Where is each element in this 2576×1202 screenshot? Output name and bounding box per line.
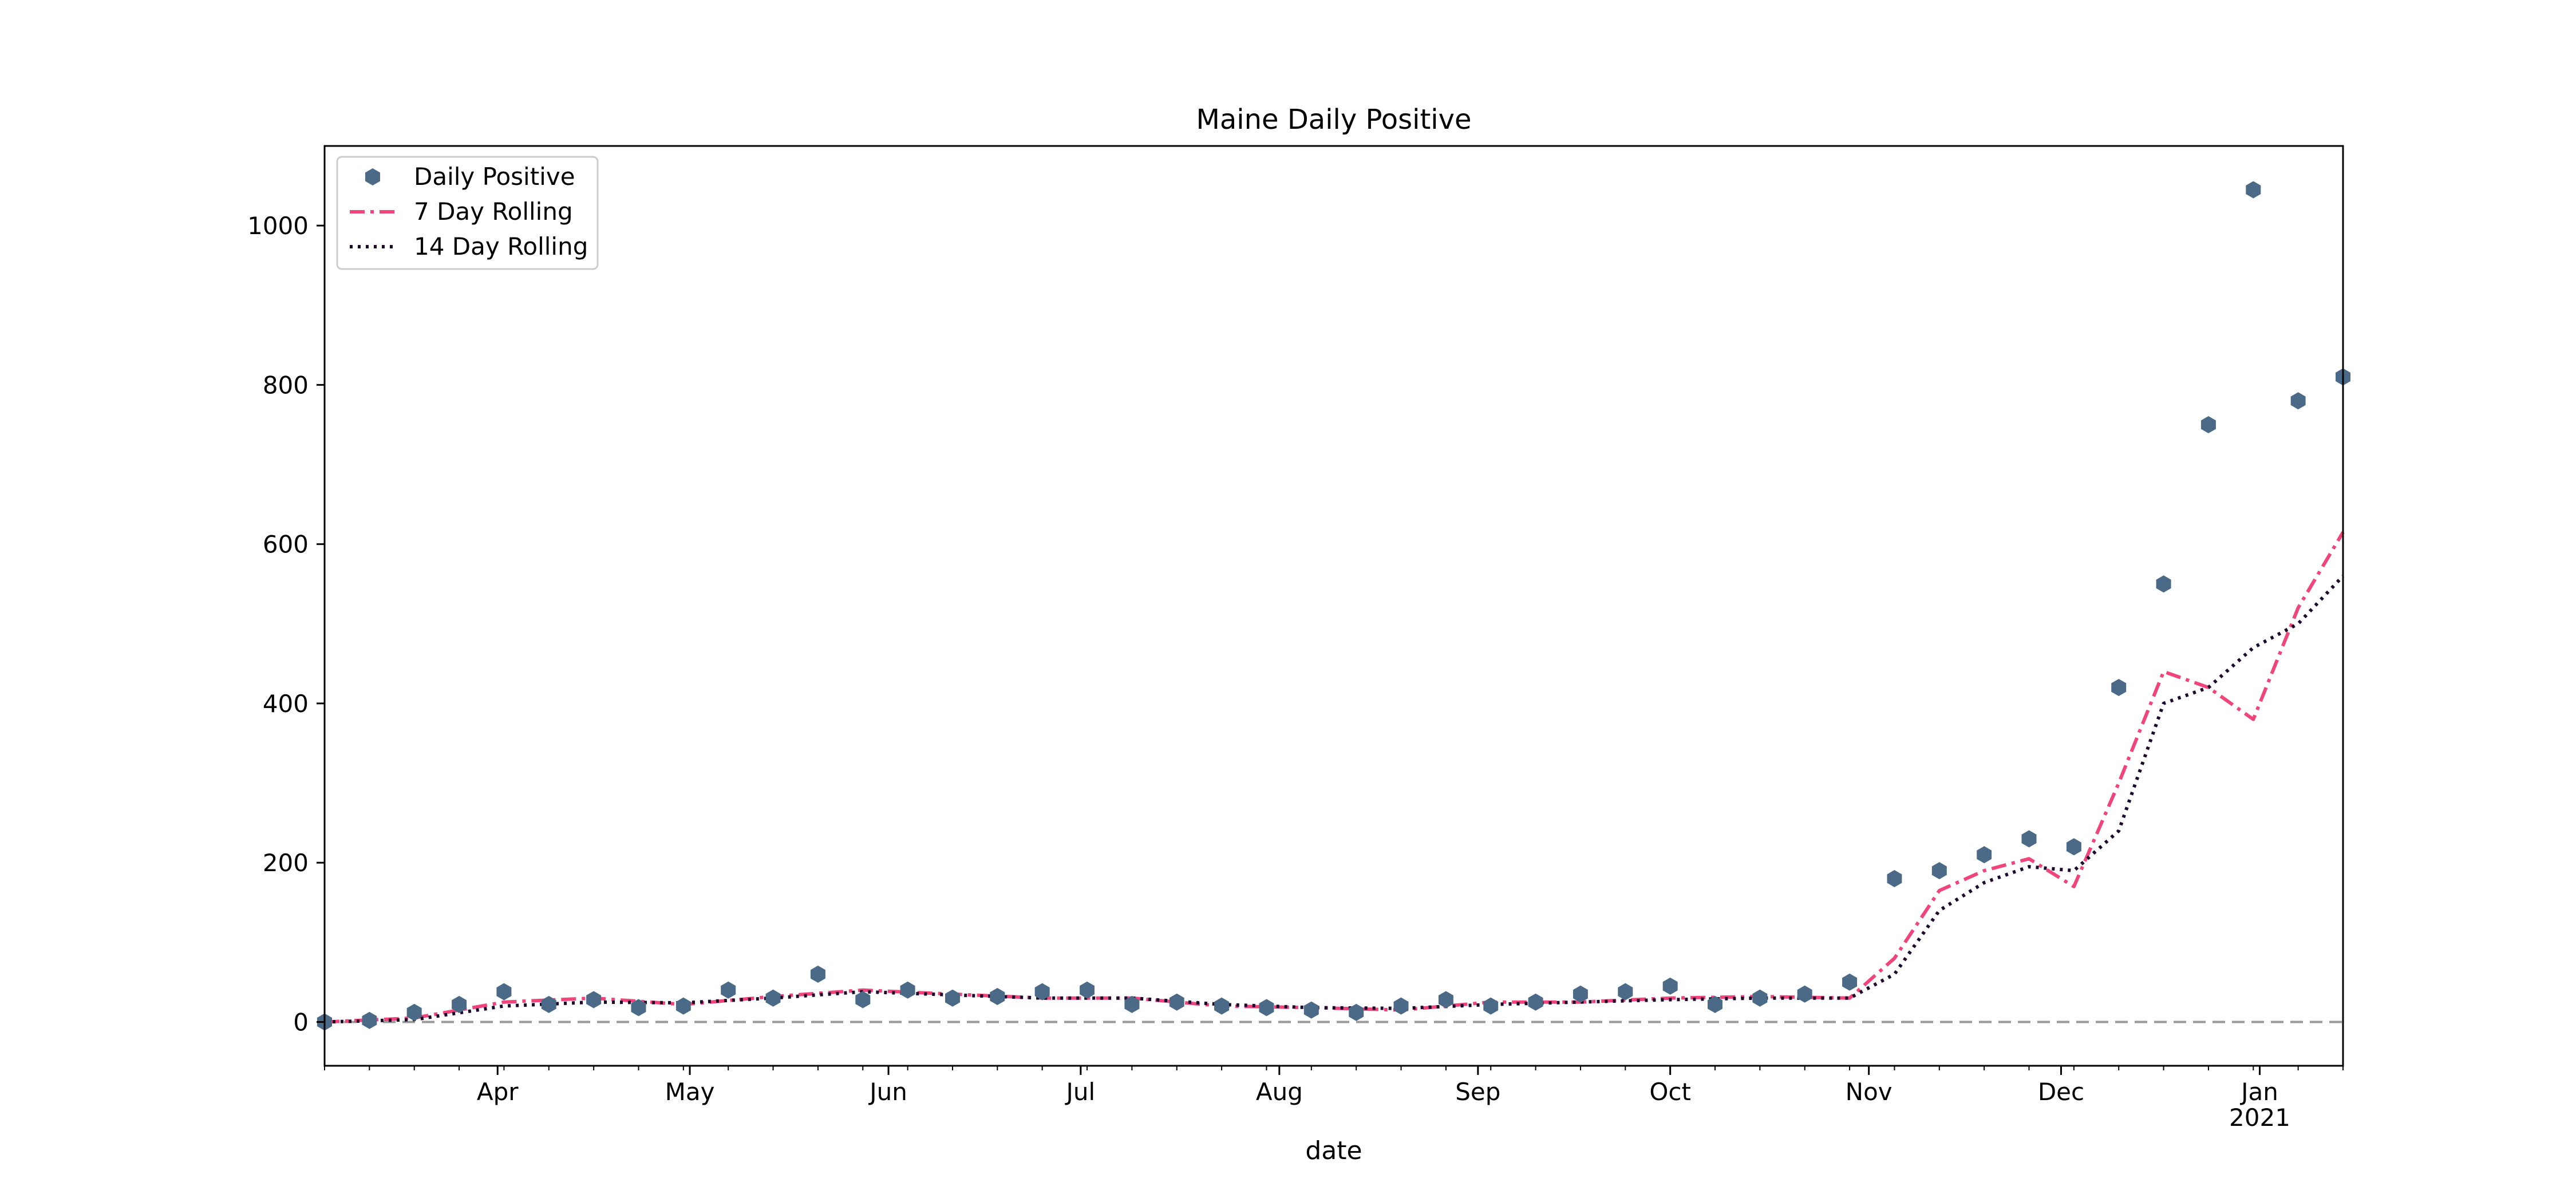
data-point-daily-positive xyxy=(1483,997,1499,1015)
data-point-daily-positive xyxy=(990,988,1005,1005)
y-tick-label: 800 xyxy=(263,371,309,399)
data-point-daily-positive xyxy=(1797,985,1812,1003)
data-point-daily-positive xyxy=(406,1003,422,1021)
data-point-daily-positive xyxy=(1573,985,1588,1003)
data-point-daily-positive xyxy=(2111,679,2127,697)
data-point-daily-positive xyxy=(1259,999,1274,1017)
data-point-daily-positive xyxy=(1303,1001,1319,1019)
y-tick-label: 1000 xyxy=(247,212,309,240)
data-point-daily-positive xyxy=(1887,870,1902,887)
data-point-daily-positive xyxy=(452,995,467,1013)
x-tick-sublabel: 2021 xyxy=(2229,1104,2290,1132)
legend-label: 14 Day Rolling xyxy=(414,232,588,260)
data-point-daily-positive xyxy=(1438,991,1453,1009)
data-point-daily-positive xyxy=(1708,995,1722,1013)
legend-box xyxy=(336,156,599,270)
data-point-daily-positive xyxy=(1931,862,1947,880)
x-tick-label: Nov xyxy=(1846,1078,1893,1106)
data-point-daily-positive xyxy=(1842,973,1858,991)
data-point-daily-positive xyxy=(855,991,871,1009)
x-tick-label: Jul xyxy=(1065,1078,1096,1106)
y-tick-label: 0 xyxy=(293,1008,309,1036)
data-point-daily-positive xyxy=(2156,575,2171,593)
data-point-daily-positive xyxy=(362,1011,377,1029)
plot-area xyxy=(317,181,2350,1031)
data-point-daily-positive xyxy=(1528,993,1543,1011)
y-tick-label: 200 xyxy=(263,849,309,877)
data-point-daily-positive xyxy=(1977,846,1992,864)
x-tick-label: Oct xyxy=(1649,1078,1691,1106)
data-point-daily-positive xyxy=(1214,997,1230,1015)
data-point-daily-positive xyxy=(1080,981,1095,999)
chart-title: Maine Daily Positive xyxy=(1196,104,1471,136)
data-point-daily-positive xyxy=(1662,977,1678,995)
data-point-daily-positive xyxy=(810,966,825,983)
data-point-daily-positive xyxy=(1393,997,1409,1015)
x-tick-label: Apr xyxy=(477,1078,519,1106)
legend-label: Daily Positive xyxy=(414,163,575,191)
data-point-daily-positive xyxy=(2246,181,2261,199)
legend-label: 7 Day Rolling xyxy=(414,197,573,226)
data-point-daily-positive xyxy=(496,983,512,1001)
data-point-daily-positive xyxy=(2200,416,2216,433)
x-tick-label: Dec xyxy=(2038,1078,2084,1106)
y-axis: 0 200 400 600 800 1000 xyxy=(247,212,325,1036)
data-point-daily-positive xyxy=(765,989,781,1007)
data-point-daily-positive xyxy=(541,995,556,1013)
legend: Daily Positive 7 Day Rolling 14 Day Rollin… xyxy=(336,156,599,270)
data-point-daily-positive xyxy=(586,991,602,1009)
y-tick-label: 600 xyxy=(263,531,309,559)
x-tick-label: Sep xyxy=(1455,1078,1500,1106)
x-tick-label: May xyxy=(665,1078,715,1106)
data-point-daily-positive xyxy=(2066,838,2081,856)
data-point-daily-positive xyxy=(675,997,691,1015)
data-point-daily-positive xyxy=(1349,1003,1364,1021)
data-point-daily-positive xyxy=(2290,392,2306,410)
legend-marker-daily-positive xyxy=(365,168,380,185)
data-point-daily-positive xyxy=(900,981,915,999)
data-point-daily-positive xyxy=(721,981,736,999)
data-point-daily-positive xyxy=(1169,993,1184,1011)
data-point-daily-positive xyxy=(1752,989,1768,1007)
data-point-daily-positive xyxy=(2021,830,2037,848)
x-tick-label: Jan xyxy=(2239,1078,2278,1106)
x-tick-label: Jun xyxy=(868,1078,907,1106)
data-point-daily-positive xyxy=(631,999,646,1017)
data-point-daily-positive xyxy=(1618,983,1633,1001)
data-point-daily-positive xyxy=(945,989,960,1007)
data-point-daily-positive xyxy=(1124,995,1140,1013)
data-point-daily-positive xyxy=(1034,983,1050,1001)
x-tick-label: Aug xyxy=(1256,1078,1303,1106)
x-axis-label: date xyxy=(1305,1136,1362,1165)
plot-frame xyxy=(323,145,2344,1067)
y-tick-label: 400 xyxy=(263,690,309,718)
